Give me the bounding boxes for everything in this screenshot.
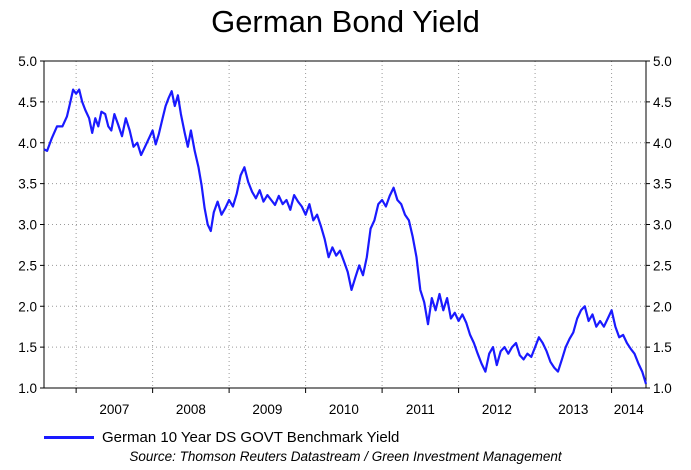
tick-layer: 1.0 1.0 1.5 1.5 2.0 2.0 2.5 2.5 3.0 3.0 3.5 3.5 4.0 4… [18, 54, 672, 417]
y-tick-label-left: 3.0 [18, 218, 37, 233]
legend-swatch [44, 435, 94, 439]
y-tick-label-right: 2.0 [653, 299, 672, 314]
y-tick-label-left: 5.0 [18, 54, 37, 69]
y-tick-label-left: 1.0 [18, 381, 37, 396]
y-tick-label-right: 1.5 [653, 340, 672, 355]
grid-layer [44, 61, 646, 388]
chart-title: German Bond Yield [211, 4, 480, 39]
x-tick-label: 2009 [252, 402, 282, 417]
x-tick-label: 2012 [482, 402, 512, 417]
y-tick-label-left: 4.5 [18, 95, 37, 110]
series-layer [43, 88, 648, 385]
x-tick-label: 2010 [329, 402, 359, 417]
y-tick-label-right: 3.5 [653, 177, 672, 192]
y-tick-label-left: 2.5 [18, 258, 37, 273]
y-tick-label-right: 4.5 [653, 95, 672, 110]
y-tick-label-left: 2.0 [18, 299, 37, 314]
y-tick-label-right: 4.0 [653, 136, 672, 151]
y-tick-label-right: 5.0 [653, 54, 672, 69]
y-tick-label-left: 3.5 [18, 177, 37, 192]
x-tick-label: 2008 [176, 402, 206, 417]
legend: German 10 Year DS GOVT Benchmark Yield [44, 428, 399, 446]
source-note: Source: Thomson Reuters Datastream / Gre… [129, 449, 562, 464]
x-tick-label: 2013 [558, 402, 588, 417]
y-tick-label-left: 4.0 [18, 136, 37, 151]
y-tick-label-right: 1.0 [653, 381, 672, 396]
x-tick-label: 2014 [614, 402, 645, 417]
y-tick-label-right: 2.5 [653, 258, 672, 273]
x-tick-label: 2011 [406, 402, 435, 417]
x-tick-label: 2007 [99, 402, 129, 417]
series-line-german-10y-yield [43, 88, 648, 385]
y-tick-label-left: 1.5 [18, 340, 37, 355]
y-tick-label-right: 3.0 [653, 218, 672, 233]
legend-label: German 10 Year DS GOVT Benchmark Yield [102, 428, 400, 446]
